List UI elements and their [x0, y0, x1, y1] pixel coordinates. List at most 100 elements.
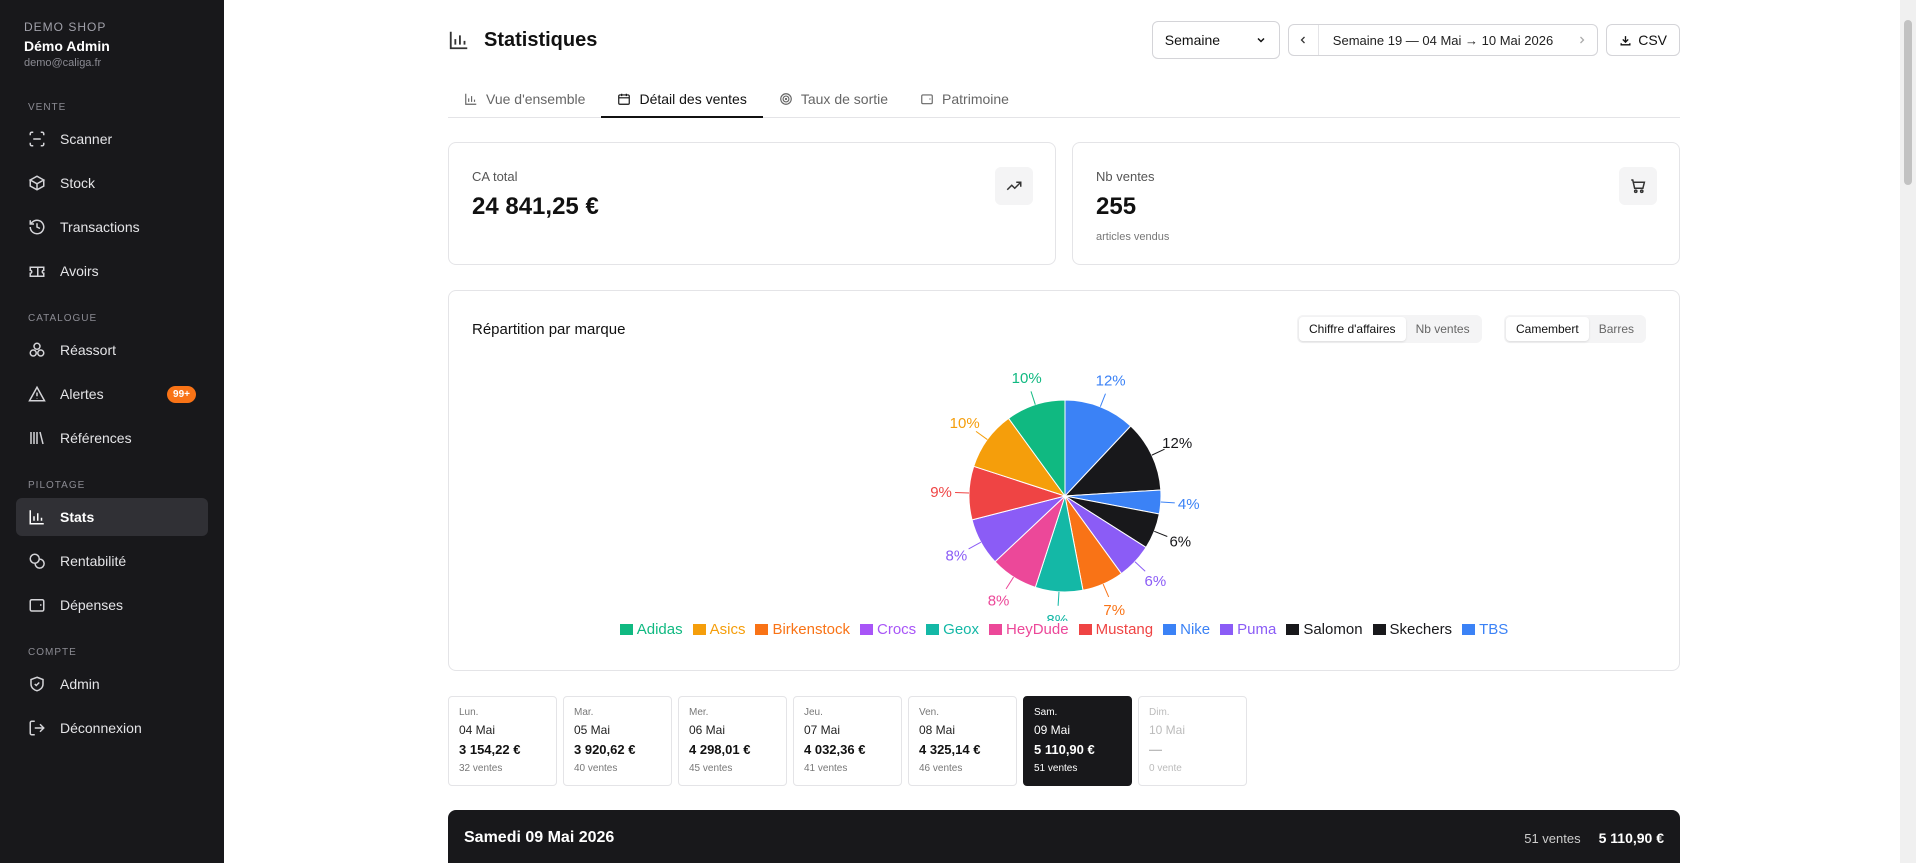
- week-navigator: Semaine 19 — 04 Mai → 10 Mai 2026: [1287, 24, 1599, 56]
- kpi-ventes-card: Nb ventes 255 articles vendus: [1072, 142, 1680, 265]
- pie-slice-label: 8%: [945, 548, 967, 565]
- chevron-left-icon: [1300, 36, 1306, 44]
- sidebar-item-admin[interactable]: Admin: [16, 665, 208, 703]
- sidebar-item-deconnexion[interactable]: Déconnexion: [16, 709, 208, 747]
- sidebar-item-scanner[interactable]: Scanner: [16, 120, 208, 158]
- legend-swatch: [1462, 624, 1476, 635]
- next-week-button[interactable]: [1567, 25, 1597, 55]
- pie-slice-salomon[interactable]: [1063, 425, 1162, 497]
- coins-icon: [29, 553, 45, 569]
- kpi-ventes-label: Nb ventes: [1096, 169, 1155, 184]
- type-camembert-option[interactable]: Camembert: [1506, 317, 1589, 341]
- day-card-05-mai[interactable]: Mar. 05 Mai 3 920,62 € 40 ventes: [563, 696, 672, 786]
- legend-item-adidas[interactable]: Adidas: [619, 621, 683, 638]
- sidebar-item-stock[interactable]: Stock: [16, 164, 208, 202]
- user-name: Démo Admin: [24, 38, 110, 54]
- day-card-weekday: Lun.: [459, 707, 479, 718]
- sidebar-item-label: Transactions: [60, 219, 140, 235]
- day-card-07-mai[interactable]: Jeu. 07 Mai 4 032,36 € 41 ventes: [793, 696, 902, 786]
- legend-label: Mustang: [1095, 621, 1154, 638]
- day-card-09-mai[interactable]: Sam. 09 Mai 5 110,90 € 51 ventes: [1023, 696, 1132, 786]
- sidebar-item-avoirs[interactable]: Avoirs: [16, 252, 208, 290]
- metric-ca-option[interactable]: Chiffre d'affaires: [1299, 317, 1406, 341]
- period-select[interactable]: Semaine: [1151, 21, 1280, 59]
- kpi-ca-label: CA total: [472, 169, 518, 184]
- day-card-06-mai[interactable]: Mer. 06 Mai 4 298,01 € 45 ventes: [678, 696, 787, 786]
- sidebar-item-alertes[interactable]: Alertes 99+: [16, 375, 208, 413]
- type-barres-option[interactable]: Barres: [1598, 322, 1635, 336]
- legend-label: Crocs: [877, 621, 917, 638]
- legend-label: HeyDude: [1006, 621, 1069, 638]
- sidebar-item-reassort[interactable]: Réassort: [16, 331, 208, 369]
- legend-swatch: [755, 624, 769, 635]
- day-card-date: 07 Mai: [804, 723, 841, 737]
- scrollbar[interactable]: [1900, 0, 1916, 863]
- legend-item-asics[interactable]: Asics: [692, 621, 745, 638]
- day-detail-count: 51 ventes: [1524, 830, 1581, 846]
- tab-taux-sortie[interactable]: Taux de sortie: [763, 80, 904, 117]
- legend-label: Skechers: [1389, 621, 1453, 638]
- prev-week-button[interactable]: [1289, 25, 1319, 55]
- tab-detail-ventes[interactable]: Détail des ventes: [601, 80, 764, 118]
- legend-item-heydude[interactable]: HeyDude: [989, 621, 1069, 638]
- legend-label: Puma: [1237, 621, 1277, 638]
- pie-slice-label: 8%: [1046, 612, 1068, 621]
- sidebar-item-label: Rentabilité: [60, 553, 127, 569]
- history-icon: [29, 219, 45, 235]
- sidebar-item-label: Stats: [60, 509, 95, 525]
- sidebar-item-label: Déconnexion: [60, 720, 142, 736]
- day-detail-title: Samedi 09 Mai 2026: [464, 829, 615, 846]
- chart-type-toggle: Camembert Barres: [1504, 315, 1647, 343]
- pie-label-line: [1030, 391, 1036, 405]
- sidebar-item-transactions[interactable]: Transactions: [16, 208, 208, 246]
- day-detail-header: Samedi 09 Mai 2026 51 ventes 5 110,90 €: [448, 810, 1680, 863]
- day-card-amount: 4 325,14 €: [919, 742, 981, 757]
- legend-item-geox[interactable]: Geox: [926, 621, 979, 638]
- sidebar-item-references[interactable]: Références: [16, 419, 208, 457]
- day-card-count: 46 ventes: [919, 763, 963, 774]
- target-icon: [780, 92, 792, 105]
- legend-item-mustang[interactable]: Mustang: [1078, 621, 1154, 638]
- scan-icon: [29, 131, 45, 147]
- day-card-amount: 3 920,62 €: [574, 742, 636, 757]
- day-card-08-mai[interactable]: Ven. 08 Mai 4 325,14 € 46 ventes: [908, 696, 1017, 786]
- legend-item-skechers[interactable]: Skechers: [1372, 621, 1453, 638]
- sidebar-item-stats[interactable]: Stats: [16, 498, 208, 536]
- legend-swatch: [989, 624, 1003, 635]
- section-vente: VENTE: [28, 102, 67, 113]
- legend-item-nike[interactable]: Nike: [1163, 621, 1210, 638]
- page-header: Statistiques Semaine Semaine 19 — 04 Mai…: [448, 20, 1680, 60]
- day-card-amount: 5 110,90 €: [1034, 742, 1095, 757]
- metric-ventes-option[interactable]: Nb ventes: [1415, 322, 1470, 336]
- legend-item-puma[interactable]: Puma: [1220, 621, 1276, 638]
- legend-item-crocs[interactable]: Crocs: [860, 621, 916, 638]
- csv-label: CSV: [1638, 32, 1667, 48]
- legend-item-tbs[interactable]: TBS: [1462, 621, 1508, 638]
- section-catalogue: CATALOGUE: [28, 313, 98, 324]
- pie-label-line: [975, 430, 988, 440]
- day-card-10-mai[interactable]: Dim. 10 Mai — 0 vente: [1138, 696, 1247, 786]
- day-card-count: 32 ventes: [459, 763, 503, 774]
- chevron-down-icon: [1257, 37, 1265, 43]
- legend-item-birkenstock[interactable]: Birkenstock: [755, 621, 850, 638]
- pie-slice-label: 4%: [1178, 496, 1200, 513]
- day-card-amount: 4 032,36 €: [804, 742, 866, 757]
- pie-label-line: [1057, 591, 1060, 606]
- sidebar-item-rentabilite[interactable]: Rentabilité: [16, 542, 208, 580]
- pie-slice-nike[interactable]: [1064, 399, 1132, 498]
- pie-label-line: [1160, 501, 1175, 504]
- legend-item-salomon[interactable]: Salomon: [1286, 621, 1363, 638]
- tab-patrimoine[interactable]: Patrimoine: [904, 80, 1025, 117]
- calendar-icon: [618, 93, 631, 105]
- sidebar-item-depenses[interactable]: Dépenses: [16, 586, 208, 624]
- chart-icon: [29, 510, 44, 525]
- day-card-04-mai[interactable]: Lun. 04 Mai 3 154,22 € 32 ventes: [448, 696, 557, 786]
- sidebar-item-label: Références: [60, 430, 132, 446]
- scrollbar-thumb[interactable]: [1904, 20, 1912, 185]
- csv-export-button[interactable]: CSV: [1606, 24, 1680, 56]
- pie-slice-label: 7%: [1103, 602, 1125, 619]
- section-compte: COMPTE: [28, 647, 77, 658]
- restock-icon: [29, 342, 45, 357]
- alert-count-badge: 99+: [167, 385, 196, 403]
- tab-vue-ensemble[interactable]: Vue d'ensemble: [448, 80, 601, 117]
